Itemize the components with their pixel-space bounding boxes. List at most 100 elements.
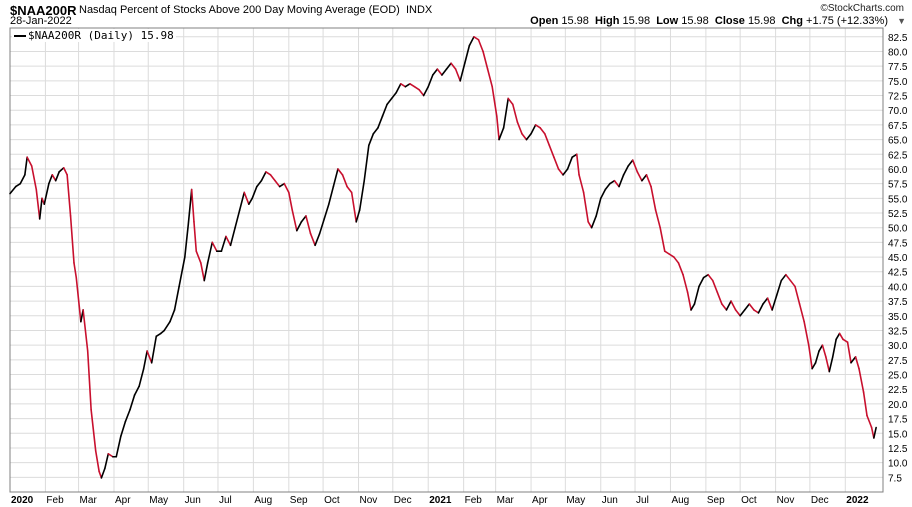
line-segment <box>690 303 696 311</box>
chevron-down-icon[interactable]: ▼ <box>897 16 906 26</box>
line-segment <box>73 262 78 279</box>
line-segment <box>234 209 241 229</box>
line-segment <box>150 335 158 364</box>
line-segment <box>187 188 193 226</box>
line-segment <box>543 132 551 147</box>
line-segment <box>582 191 589 223</box>
line-segment <box>296 221 303 232</box>
line-segment <box>100 467 106 479</box>
y-tick-label: 72.5 <box>888 92 908 103</box>
line-segment <box>441 68 448 76</box>
y-tick-label: 27.5 <box>888 356 908 367</box>
chg-value: +1.75 (+12.33%) <box>806 15 888 27</box>
y-tick-label: 45.0 <box>888 253 908 264</box>
line-segment <box>288 191 294 211</box>
low-label: Low <box>656 15 679 27</box>
line-segment <box>650 185 657 211</box>
y-tick-label: 62.5 <box>888 150 908 161</box>
line-segment <box>507 97 514 106</box>
line-segment <box>318 218 326 235</box>
line-segment <box>459 62 466 82</box>
line-segment <box>873 426 877 439</box>
plot-frame <box>9 27 884 493</box>
line-segment <box>26 156 33 167</box>
line-segment <box>178 256 186 288</box>
line-segment <box>534 124 541 129</box>
line-segment <box>862 391 868 417</box>
line-segment <box>251 185 258 200</box>
line-segment <box>155 332 162 338</box>
line-segment <box>854 356 860 370</box>
line-segment <box>486 68 494 88</box>
x-tick-label: Jul <box>636 495 649 506</box>
chg-label: Chg <box>781 15 803 27</box>
y-tick-label: 77.5 <box>888 62 908 73</box>
line-segment <box>794 285 801 305</box>
line-segment <box>641 174 648 182</box>
line-segment <box>766 297 773 311</box>
line-segment <box>477 38 484 53</box>
line-segment <box>673 256 680 264</box>
line-segment <box>734 309 741 317</box>
line-segment <box>104 453 110 470</box>
line-segment <box>814 350 820 364</box>
line-segment <box>698 276 705 288</box>
chart-legend: $NAA200R (Daily) 15.98 <box>12 29 176 42</box>
line-segment <box>711 279 719 294</box>
line-segment <box>115 435 122 458</box>
x-tick-label: Feb <box>465 495 483 506</box>
line-segment <box>404 82 411 88</box>
line-segment <box>516 121 523 135</box>
line-segment <box>225 235 232 247</box>
line-segment <box>195 250 202 264</box>
legend-label: $NAA200R (Daily) 15.98 <box>28 29 174 42</box>
line-segment <box>243 191 250 206</box>
line-segment <box>539 127 546 135</box>
line-segment <box>346 185 353 194</box>
line-segment <box>775 279 783 297</box>
line-segment <box>323 203 330 220</box>
line-segment <box>825 356 831 373</box>
line-segment <box>142 350 148 370</box>
line-segment <box>48 174 54 185</box>
line-segment <box>238 191 246 211</box>
line-segment <box>43 182 50 206</box>
line-segment <box>14 182 22 188</box>
line-segment <box>818 344 824 352</box>
line-segment <box>75 276 82 323</box>
line-segment <box>495 115 500 141</box>
line-segment <box>54 171 60 182</box>
open-label: Open <box>530 15 559 27</box>
line-segment <box>386 97 393 106</box>
line-segment <box>363 144 370 182</box>
line-segment <box>124 408 131 423</box>
description-label: Nasdaq Percent of Stocks Above 200 Day M… <box>79 4 432 16</box>
line-segment <box>328 185 335 206</box>
y-tick-label: 30.0 <box>888 341 908 352</box>
line-segment <box>436 68 443 76</box>
y-tick-label: 75.0 <box>888 77 908 88</box>
line-segment <box>590 215 597 229</box>
high-label: High <box>595 15 620 27</box>
line-segment <box>654 209 661 229</box>
line-segment <box>866 414 873 429</box>
x-tick-label: Jun <box>185 495 201 506</box>
line-segment <box>636 171 643 182</box>
x-tick-label: Dec <box>811 495 829 506</box>
line-segment <box>618 174 625 188</box>
y-tick-label: 82.5 <box>888 33 908 44</box>
line-segment <box>86 350 92 411</box>
line-segment <box>587 221 593 229</box>
line-segment <box>332 168 339 188</box>
line-segment <box>548 144 555 159</box>
y-tick-label: 10.0 <box>888 459 908 470</box>
line-segment <box>291 209 298 232</box>
y-tick-label: 60.0 <box>888 165 908 176</box>
line-segment <box>595 197 602 217</box>
line-segment <box>314 232 321 247</box>
line-segment <box>831 338 837 358</box>
line-segment <box>521 132 528 141</box>
line-segment <box>9 185 17 195</box>
line-segment <box>269 174 276 182</box>
x-tick-label: Mar <box>80 495 98 506</box>
